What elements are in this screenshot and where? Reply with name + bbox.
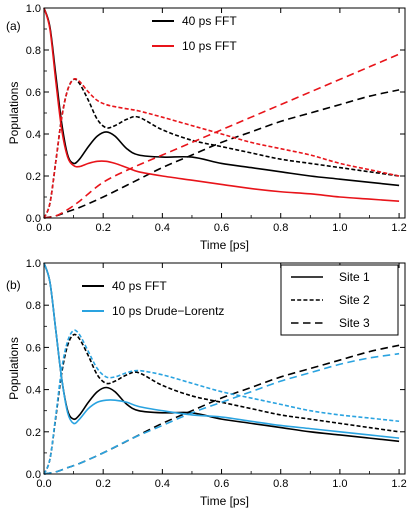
- series-line-1: [43, 333, 400, 475]
- x-tick-label: 1.2: [391, 478, 406, 490]
- series-line-0: [43, 7, 400, 187]
- y-tick-label: 0.2: [26, 427, 41, 439]
- x-tick-label: 0.4: [155, 222, 170, 234]
- site-legend-label-2: Site 3: [339, 316, 370, 330]
- panel-label: (a): [6, 19, 21, 33]
- x-tick-label: 0.6: [214, 478, 229, 490]
- x-tick-label: 1.0: [332, 478, 347, 490]
- x-tick-label: 0.6: [214, 222, 229, 234]
- legend-label-0: 40 ps FFT: [112, 279, 167, 293]
- series-line-5: [43, 352, 400, 475]
- x-tick-label: 0.8: [273, 478, 288, 490]
- y-axis-label: Populations: [7, 82, 21, 145]
- y-tick-label: 0.8: [26, 300, 41, 312]
- x-tick-label: 1.2: [391, 222, 406, 234]
- y-axis-label: Populations: [7, 337, 21, 400]
- series-line-2: [43, 89, 400, 219]
- site-legend-label-0: Site 1: [339, 270, 370, 284]
- series-line-4: [43, 78, 400, 219]
- series-line-5: [43, 53, 400, 219]
- y-tick-label: 1.0: [26, 258, 41, 270]
- y-tick-label: 0.4: [26, 129, 41, 141]
- legend-label-1: 10 ps Drude−Lorentz: [112, 304, 224, 318]
- x-tick-label: 0.2: [96, 222, 111, 234]
- series-line-3: [43, 7, 400, 202]
- y-tick-label: 1.0: [26, 3, 41, 15]
- panel-b: 0.0 0.2 0.4 0.6 0.8 1.0 1.2 0.0 0.2 0.4 0.6 0.8 1.0 T…: [6, 258, 407, 508]
- x-tick-label: 1.0: [332, 222, 347, 234]
- x-axis-label: Time [ps]: [200, 238, 249, 252]
- x-tick-label: 0.2: [96, 478, 111, 490]
- series-line-3: [43, 262, 400, 439]
- x-axis-label: Time [ps]: [200, 494, 249, 508]
- legend-label-1: 10 ps FFT: [182, 39, 237, 53]
- panel-a: 0.0 0.2 0.4 0.6 0.8 1.0 1.2 0.0 0.2 0.4 0.6 0.8 1.0 T…: [6, 3, 407, 252]
- series-line-2: [43, 344, 400, 475]
- y-tick-label: 0.0: [26, 469, 41, 481]
- x-tick-label: 0.8: [273, 222, 288, 234]
- y-tick-label: 0.4: [26, 385, 41, 397]
- x-tick-label: 0.4: [155, 478, 170, 490]
- x-tick-label: 0.0: [36, 222, 51, 234]
- y-tick-label: 0.8: [26, 45, 41, 57]
- y-tick-label: 0.6: [26, 342, 41, 354]
- x-tick-label: 0.0: [36, 478, 51, 490]
- y-tick-label: 0.0: [26, 213, 41, 225]
- y-tick-label: 0.6: [26, 87, 41, 99]
- panel-label: (b): [6, 278, 21, 292]
- y-tick-label: 0.2: [26, 171, 41, 183]
- legend-label-0: 40 ps FFT: [182, 14, 237, 28]
- site-legend-label-1: Site 2: [339, 293, 370, 307]
